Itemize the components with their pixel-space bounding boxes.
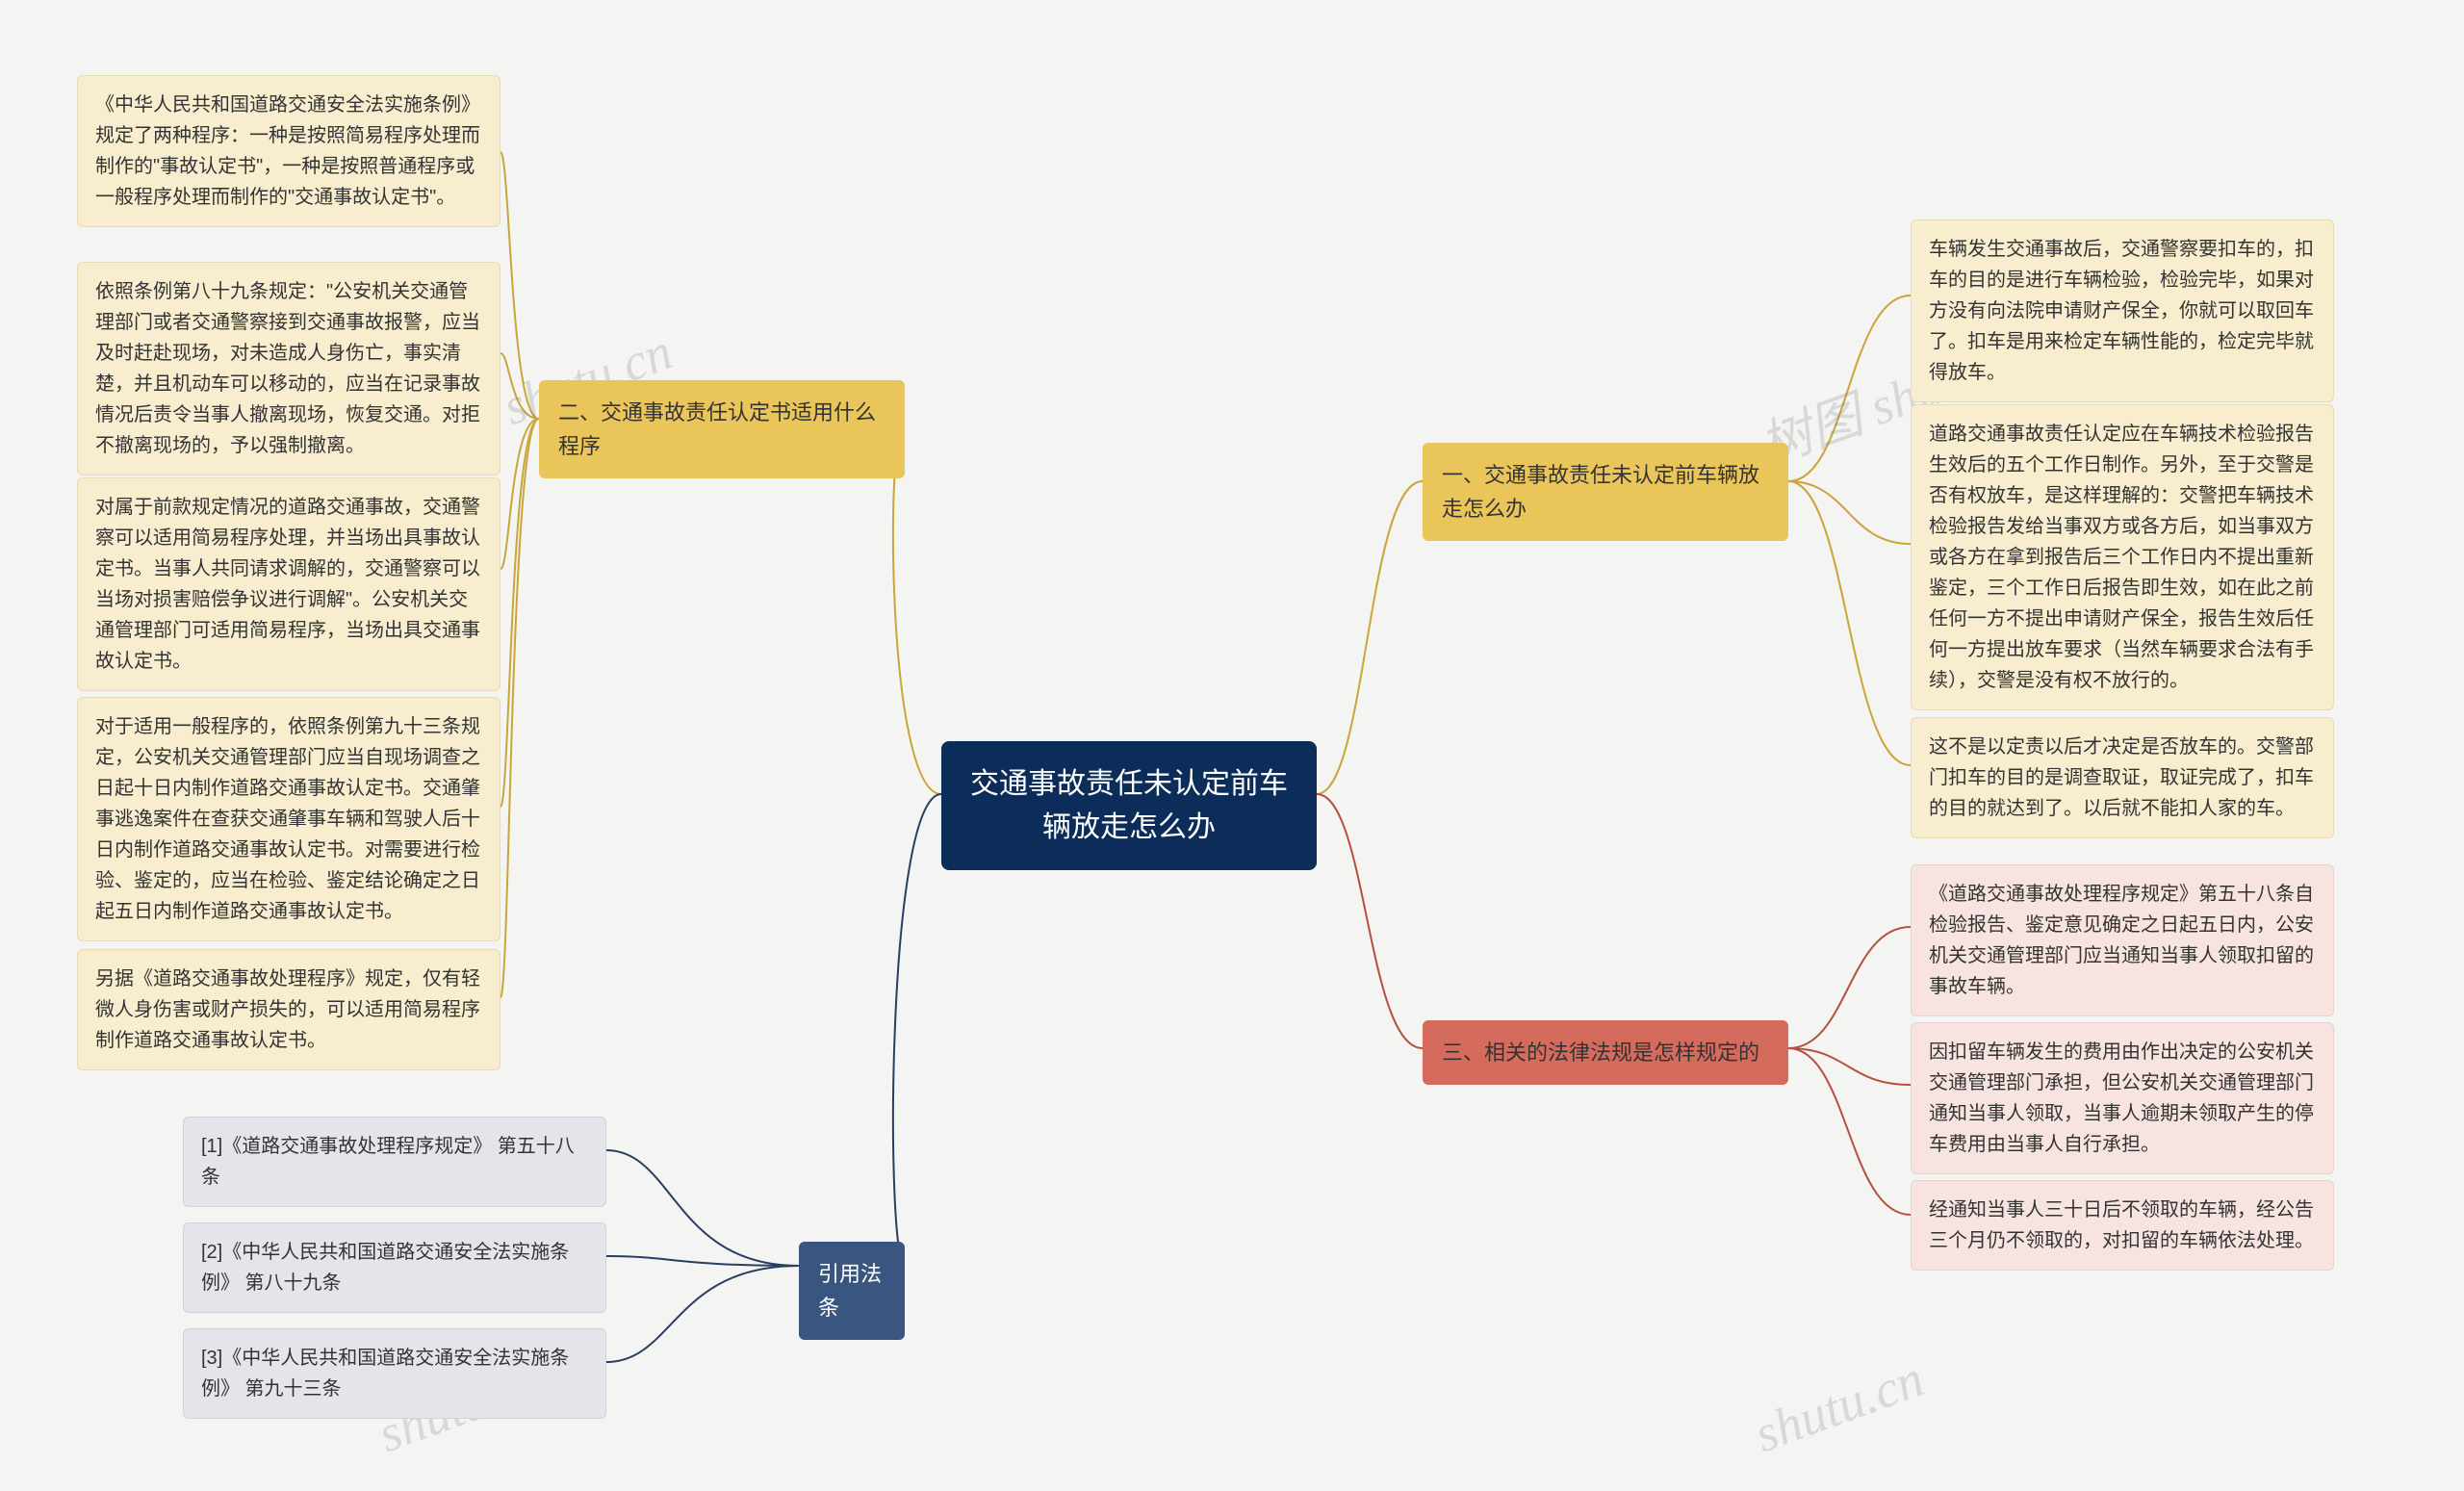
branch-node-3: 三、相关的法律法规是怎样规定的: [1423, 1020, 1788, 1085]
watermark: shutu.cn: [1747, 1349, 1932, 1464]
leaf-node: 《道路交通事故处理程序规定》第五十八条自检验报告、鉴定意见确定之日起五日内，公安…: [1911, 864, 2334, 1016]
leaf-node: 这不是以定责以后才决定是否放车的。交警部门扣车的目的是调查取证，取证完成了，扣车…: [1911, 717, 2334, 838]
leaf-node: 《中华人民共和国道路交通安全法实施条例》规定了两种程序：一种是按照简易程序处理而…: [77, 75, 500, 227]
leaf-node: 对属于前款规定情况的道路交通事故，交通警察可以适用简易程序处理，并当场出具事故认…: [77, 477, 500, 691]
branch-node-4: 引用法条: [799, 1242, 905, 1340]
leaf-node: [1]《道路交通事故处理程序规定》 第五十八条: [183, 1117, 606, 1207]
branch-node-2: 二、交通事故责任认定书适用什么程序: [539, 380, 905, 478]
leaf-node: 因扣留车辆发生的费用由作出决定的公安机关交通管理部门承担，但公安机关交通管理部门…: [1911, 1022, 2334, 1174]
leaf-node: 另据《道路交通事故处理程序》规定，仅有轻微人身伤害或财产损失的，可以适用简易程序…: [77, 949, 500, 1070]
leaf-node: [3]《中华人民共和国道路交通安全法实施条例》 第九十三条: [183, 1328, 606, 1419]
leaf-node: 经通知当事人三十日后不领取的车辆，经公告三个月仍不领取的，对扣留的车辆依法处理。: [1911, 1180, 2334, 1271]
branch-node-1: 一、交通事故责任未认定前车辆放走怎么办: [1423, 443, 1788, 541]
leaf-node: 车辆发生交通事故后，交通警察要扣车的，扣车的目的是进行车辆检验，检验完毕，如果对…: [1911, 219, 2334, 402]
leaf-node: [2]《中华人民共和国道路交通安全法实施条例》 第八十九条: [183, 1222, 606, 1313]
leaf-node: 对于适用一般程序的，依照条例第九十三条规定，公安机关交通管理部门应当自现场调查之…: [77, 697, 500, 941]
leaf-node: 道路交通事故责任认定应在车辆技术检验报告生效后的五个工作日制作。另外，至于交警是…: [1911, 404, 2334, 710]
leaf-node: 依照条例第八十九条规定："公安机关交通管理部门或者交通警察接到交通事故报警，应当…: [77, 262, 500, 476]
center-node: 交通事故责任未认定前车辆放走怎么办: [941, 741, 1317, 870]
